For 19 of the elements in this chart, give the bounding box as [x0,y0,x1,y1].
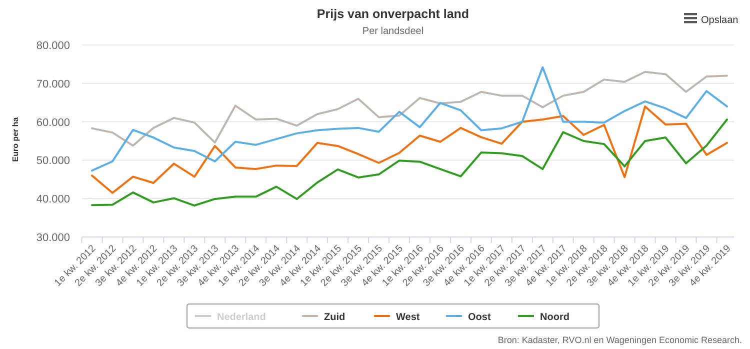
y-axis-title: Euro per ha [11,116,20,162]
chart-title: Prijs van onverpacht land [316,7,470,21]
y-tick-label: 40.000 [36,194,70,206]
line-series [91,70,728,147]
text: Bron: Kadaster, RVO.nl en Wageningen Economic Research. [498,335,742,345]
legend-label: Oost [468,312,492,323]
chart-subtitle: Per landsdeel [362,26,424,37]
line-series [91,66,728,172]
text: Opslaan [701,15,738,26]
legend-label: West [396,312,420,323]
legend-label: Noord [540,312,570,323]
y-tick-label: 80.000 [36,40,70,52]
y-tick-label: 70.000 [36,78,70,90]
y-tick-label: 30.000 [36,232,70,244]
legend-label: Zuid [324,312,346,323]
y-tick-label: 60.000 [36,116,70,129]
y-tick-label: 50.000 [36,155,70,168]
line-series [91,105,728,194]
line-series [91,118,728,207]
